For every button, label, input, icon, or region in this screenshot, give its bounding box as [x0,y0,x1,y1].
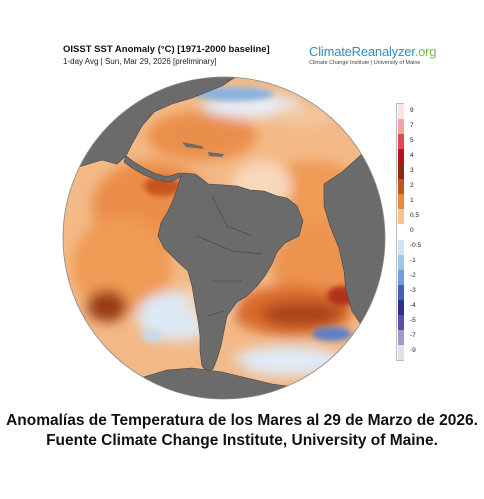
legend-swatch [398,269,404,286]
caribbean-islands [182,142,224,157]
legend-swatch [398,119,404,135]
legend-swatch [398,194,404,210]
map-title-block: OISST SST Anomaly (°C) [1971-2000 baseli… [63,44,303,66]
legend-label: 1 [410,196,414,204]
country-borders [196,195,263,317]
brand-subtitle: Climate Change Institute | University of… [309,60,421,66]
legend-label: 7 [410,121,414,129]
legend-swatch [398,344,404,361]
central-america-landmass [123,155,183,183]
caption: Anomalías de Temperatura de los Mares al… [0,411,484,451]
legend-label: -0.5 [410,242,422,250]
ocean-anomaly-field [63,77,385,399]
legend-swatch [398,329,404,346]
legend-label: 4 [410,151,414,159]
legend-label: 3 [410,166,414,174]
antarctica-landmass [63,367,385,399]
legend-swatch [398,314,404,331]
map-subtitle: 1-day Avg | Sun, Mar 29, 2026 [prelimina… [63,57,217,66]
legend-label: 2 [410,181,414,189]
legend-label: -5 [410,317,416,325]
legend-swatch [398,284,404,301]
legend-swatch [398,254,404,271]
legend-swatch [398,179,404,195]
legend-label: 0 [410,227,414,234]
legend-label: -4 [410,302,416,310]
legend-label: -2 [410,272,416,280]
legend-swatch [398,104,404,120]
brand-name-main: ClimateReanalyzer [309,44,415,59]
brand-name: ClimateReanalyzer.org [309,44,437,59]
legend-swatch [398,134,404,150]
globe-map [62,76,386,400]
brand-name-suffix: .org [414,44,437,59]
south-america-landmass [157,172,304,373]
legend-label: -1 [410,257,416,265]
color-legend: 9 7 5 4 3 2 1 0.5 0 -0.5 -1 -2 -3 -4 -5 -7 -9 [396,103,446,361]
legend-swatch [398,164,404,180]
legend-label: 5 [410,136,414,144]
globe-outline [62,76,386,400]
legend-swatch [398,299,404,316]
legend-label: -3 [410,287,416,295]
caption-line-1: Anomalías de Temperatura de los Mares al… [6,412,478,429]
legend-swatch [398,239,404,256]
legend-label: 9 [410,106,414,114]
legend-label: 0.5 [410,211,420,219]
legend-swatch [398,224,404,241]
caption-line-2: Fuente Climate Change Institute, Univers… [46,432,438,449]
brand-logo: ClimateReanalyzer.org Climate Change Ins… [309,44,437,66]
legend-colorbar [396,103,404,361]
legend-swatch [398,209,404,225]
map-title: OISST SST Anomaly (°C) [1971-2000 baseli… [63,44,270,55]
legend-swatch [398,149,404,165]
legend-label: -9 [410,347,416,355]
legend-label: -7 [410,332,416,340]
